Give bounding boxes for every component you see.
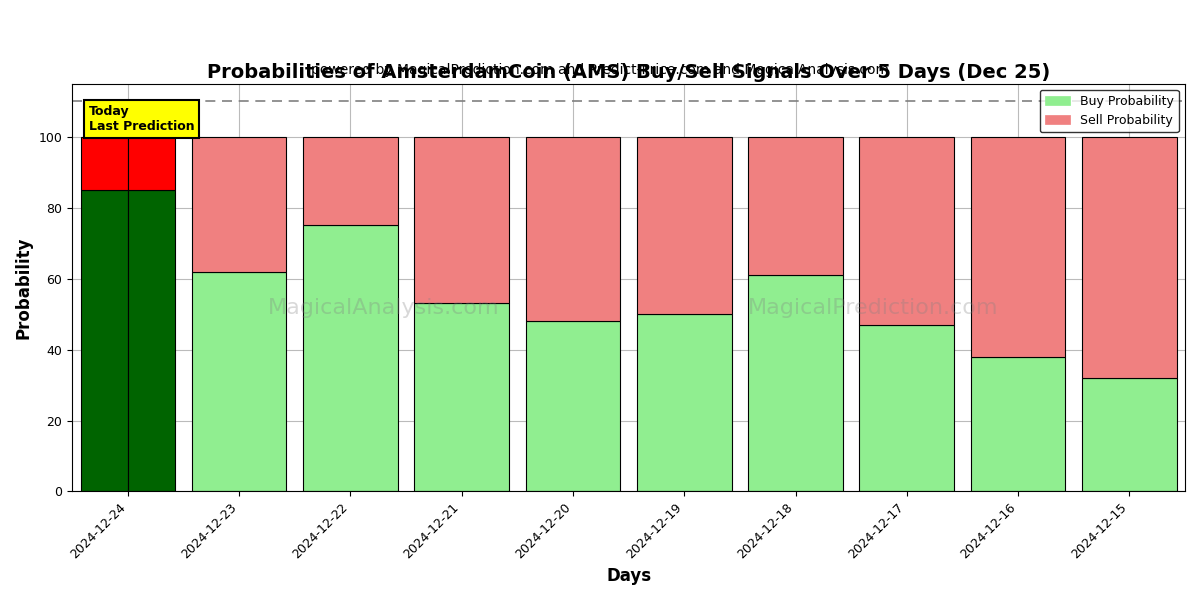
Bar	[82, 190, 127, 491]
Bar	[637, 137, 732, 314]
Text: Today
Last Prediction: Today Last Prediction	[89, 105, 194, 133]
Bar	[304, 137, 397, 226]
Bar	[749, 137, 842, 275]
Bar	[1082, 137, 1177, 378]
Bar	[127, 190, 174, 491]
Bar	[971, 137, 1066, 356]
Bar	[637, 314, 732, 491]
Text: powered by MagicalPrediction.com and Predict-Price.com and MagicalAnalysis.com: powered by MagicalPrediction.com and Pre…	[311, 63, 889, 77]
Legend: Buy Probability, Sell Probability: Buy Probability, Sell Probability	[1040, 90, 1178, 132]
Bar	[82, 137, 127, 190]
Text: MagicalAnalysis.com: MagicalAnalysis.com	[268, 298, 499, 318]
Bar	[414, 304, 509, 491]
Bar	[304, 226, 397, 491]
Bar	[414, 137, 509, 304]
Bar	[971, 356, 1066, 491]
Bar	[749, 275, 842, 491]
Bar	[127, 137, 174, 190]
Bar	[526, 137, 620, 321]
Bar	[192, 272, 287, 491]
Bar	[192, 137, 287, 272]
Text: MagicalPrediction.com: MagicalPrediction.com	[748, 298, 998, 318]
Y-axis label: Probability: Probability	[16, 236, 34, 339]
Bar	[526, 321, 620, 491]
Bar	[859, 137, 954, 325]
Bar	[1082, 378, 1177, 491]
X-axis label: Days: Days	[606, 567, 652, 585]
Title: Probabilities of AmsterdamCoin (AMS) Buy/Sell Signals Over 5 Days (Dec 25): Probabilities of AmsterdamCoin (AMS) Buy…	[206, 63, 1050, 82]
Bar	[859, 325, 954, 491]
